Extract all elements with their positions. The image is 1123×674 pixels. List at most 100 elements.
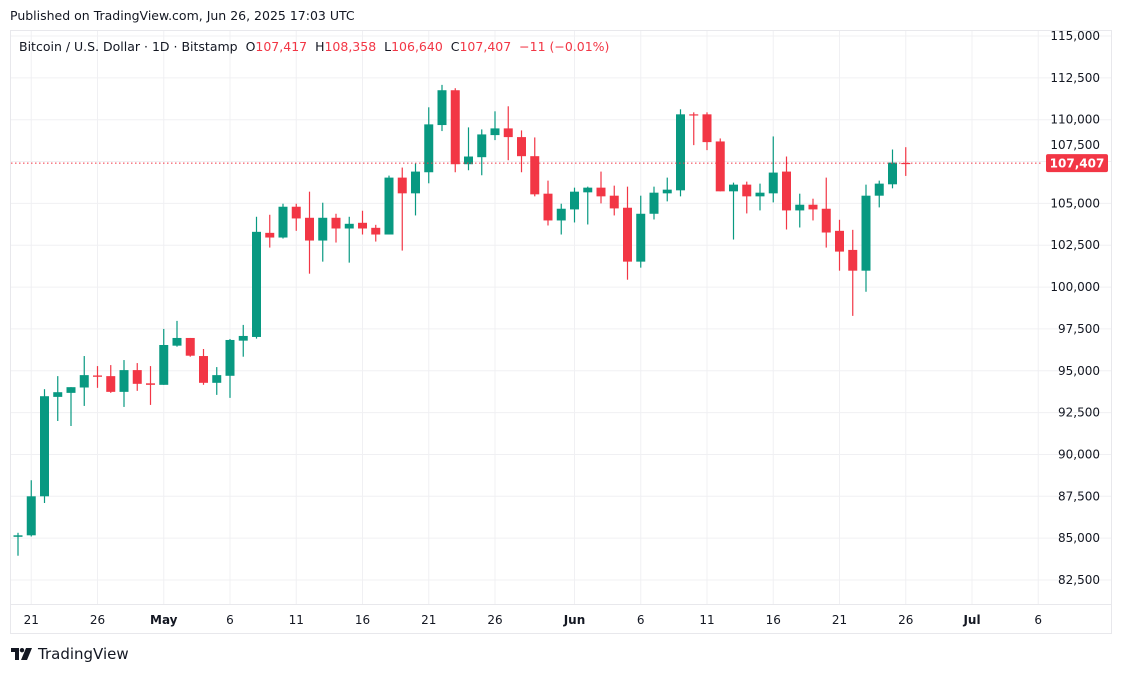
candle-body xyxy=(291,206,301,219)
candle-body xyxy=(636,213,646,262)
time-tick-label: 16 xyxy=(355,613,370,627)
candle xyxy=(477,129,487,176)
candle xyxy=(570,187,579,223)
candle-body xyxy=(252,231,261,337)
published-caption: Published on TradingView.com, Jun 26, 20… xyxy=(10,8,355,23)
time-tick-label: 16 xyxy=(766,613,781,627)
candle-body xyxy=(331,217,341,229)
candle-body xyxy=(623,207,632,262)
candle-body xyxy=(755,192,765,197)
candle xyxy=(517,130,526,173)
tradingview-logo-icon xyxy=(11,648,32,660)
candle-body xyxy=(397,177,407,194)
candle xyxy=(768,136,778,203)
candle xyxy=(305,191,314,274)
candle xyxy=(662,177,672,202)
candle xyxy=(490,111,500,141)
change-value: −11 (−0.01%) xyxy=(519,39,610,54)
candle xyxy=(53,376,63,421)
candle-body xyxy=(901,162,911,165)
candle xyxy=(66,387,76,427)
time-tick-label: 26 xyxy=(90,613,105,627)
candle xyxy=(835,219,844,271)
last-price-badge xyxy=(1046,154,1108,173)
candle xyxy=(371,224,381,242)
candle-body xyxy=(265,232,275,238)
candle xyxy=(848,229,858,316)
candle-body xyxy=(835,230,844,252)
symbol-legend: Bitcoin / U.S. Dollar · 1D · Bitstamp O1… xyxy=(19,39,609,54)
candle-body xyxy=(715,141,725,192)
candle-body xyxy=(556,208,566,221)
candle-body xyxy=(225,339,235,376)
low-value: 106,640 xyxy=(391,39,443,54)
time-axis: 21 26 May 6 11 16 21 26 Jun 6 11 16 21 26 Jul 6 xyxy=(11,604,1111,627)
price-tick-label: 82,500 xyxy=(1058,573,1100,587)
candle-body xyxy=(278,206,288,238)
time-tick-label: 21 xyxy=(24,613,39,627)
candle-body xyxy=(782,171,791,211)
candle xyxy=(609,185,619,216)
symbol-description: Bitcoin / U.S. Dollar · 1D · Bitstamp xyxy=(19,39,238,54)
candle xyxy=(676,109,685,197)
low-label: L xyxy=(384,39,392,54)
candle-body xyxy=(159,344,169,385)
candle-body xyxy=(874,183,884,196)
candle xyxy=(782,156,791,230)
candle xyxy=(689,112,699,146)
candle xyxy=(649,186,659,220)
candle xyxy=(40,389,49,504)
candle-body xyxy=(146,383,155,385)
candle xyxy=(185,337,195,357)
price-tick-label: 87,500 xyxy=(1058,489,1100,503)
candle-body xyxy=(132,370,142,384)
candle xyxy=(119,360,129,407)
candle xyxy=(238,324,248,357)
candle xyxy=(888,149,897,189)
last-price-label: 107,407 xyxy=(1050,157,1105,171)
candle xyxy=(861,184,871,292)
candle-body xyxy=(437,90,447,126)
time-tick-label: 26 xyxy=(898,613,913,627)
price-tick-label: 90,000 xyxy=(1058,447,1100,461)
candle-body xyxy=(106,376,116,392)
price-tick-label: 92,500 xyxy=(1058,406,1100,420)
candle-body xyxy=(199,356,208,383)
candle xyxy=(450,88,460,173)
candle-body xyxy=(40,396,49,497)
candle xyxy=(212,367,222,395)
candle xyxy=(358,210,367,235)
candle xyxy=(729,182,738,240)
price-tick-label: 100,000 xyxy=(1050,280,1100,294)
candle xyxy=(755,183,765,211)
price-tick-label: 97,500 xyxy=(1058,322,1100,336)
price-tick-label: 110,000 xyxy=(1050,113,1100,127)
candle-body xyxy=(490,128,500,136)
candle-body xyxy=(662,189,672,194)
candle xyxy=(344,216,354,263)
candle-body xyxy=(384,177,394,235)
close-label: C xyxy=(450,39,460,54)
candle xyxy=(146,366,155,405)
high-value: 108,358 xyxy=(324,39,377,54)
time-tick-label: 11 xyxy=(699,613,714,627)
candle xyxy=(26,480,36,537)
candle-body xyxy=(477,134,487,158)
price-tick-label: 95,000 xyxy=(1058,364,1100,378)
price-axis: 82,500 85,000 87,500 90,000 92,500 95,000 97,5… xyxy=(1050,29,1100,587)
candle-body xyxy=(861,195,871,271)
tradingview-logo[interactable]: TradingView xyxy=(11,645,129,663)
candle xyxy=(106,365,116,393)
candle xyxy=(874,180,884,208)
candle xyxy=(437,84,447,132)
chart-frame xyxy=(10,30,1112,634)
candle xyxy=(411,163,420,216)
candle-body xyxy=(450,90,460,165)
candle xyxy=(543,180,553,226)
candle xyxy=(556,203,566,235)
candle xyxy=(265,214,275,248)
last-price-marker: 107,407 xyxy=(11,154,1108,173)
candle xyxy=(530,137,540,197)
candle-body xyxy=(26,496,36,536)
